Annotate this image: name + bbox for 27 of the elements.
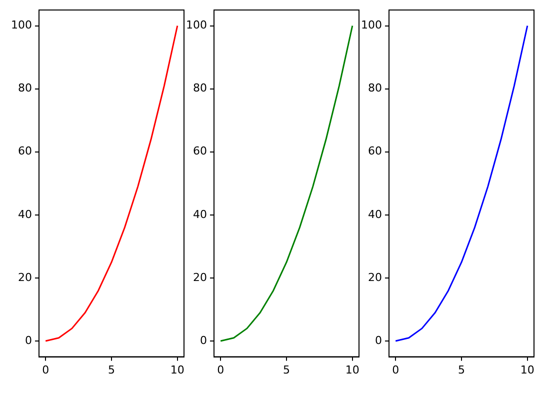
y-tick-label: 60 [368, 144, 382, 158]
y-tick-label: 80 [18, 82, 32, 95]
x-tick-label: 5 [283, 363, 290, 376]
y-tick-label: 60 [18, 144, 32, 158]
y-tick-label: 20 [192, 270, 207, 284]
y-tick-label: 100 [10, 18, 32, 32]
y-tick-label: 60 [192, 144, 207, 158]
y-tick-label: 0 [374, 334, 382, 347]
x-tick-label: 10 [170, 363, 184, 376]
y-tick-label: 100 [360, 18, 382, 32]
y-tick-label: 40 [18, 208, 32, 221]
x-tick-label: 0 [42, 363, 50, 376]
y-tick-label: 80 [368, 82, 382, 95]
y-tick-label: 40 [368, 208, 382, 221]
y-tick-label: 40 [192, 208, 207, 221]
y-tick-label: 100 [186, 18, 207, 32]
x-tick-label: 5 [108, 363, 115, 376]
y-tick-label: 80 [192, 82, 207, 95]
y-tick-label: 0 [24, 334, 32, 347]
x-tick-label: 10 [520, 363, 534, 376]
y-tick-label: 20 [368, 270, 382, 284]
y-tick-label: 20 [18, 270, 32, 284]
x-tick-label: 10 [345, 363, 360, 376]
x-tick-label: 5 [458, 363, 465, 376]
x-tick-label: 0 [392, 363, 400, 376]
x-tick-label: 0 [217, 363, 224, 376]
y-tick-label: 0 [200, 334, 207, 347]
